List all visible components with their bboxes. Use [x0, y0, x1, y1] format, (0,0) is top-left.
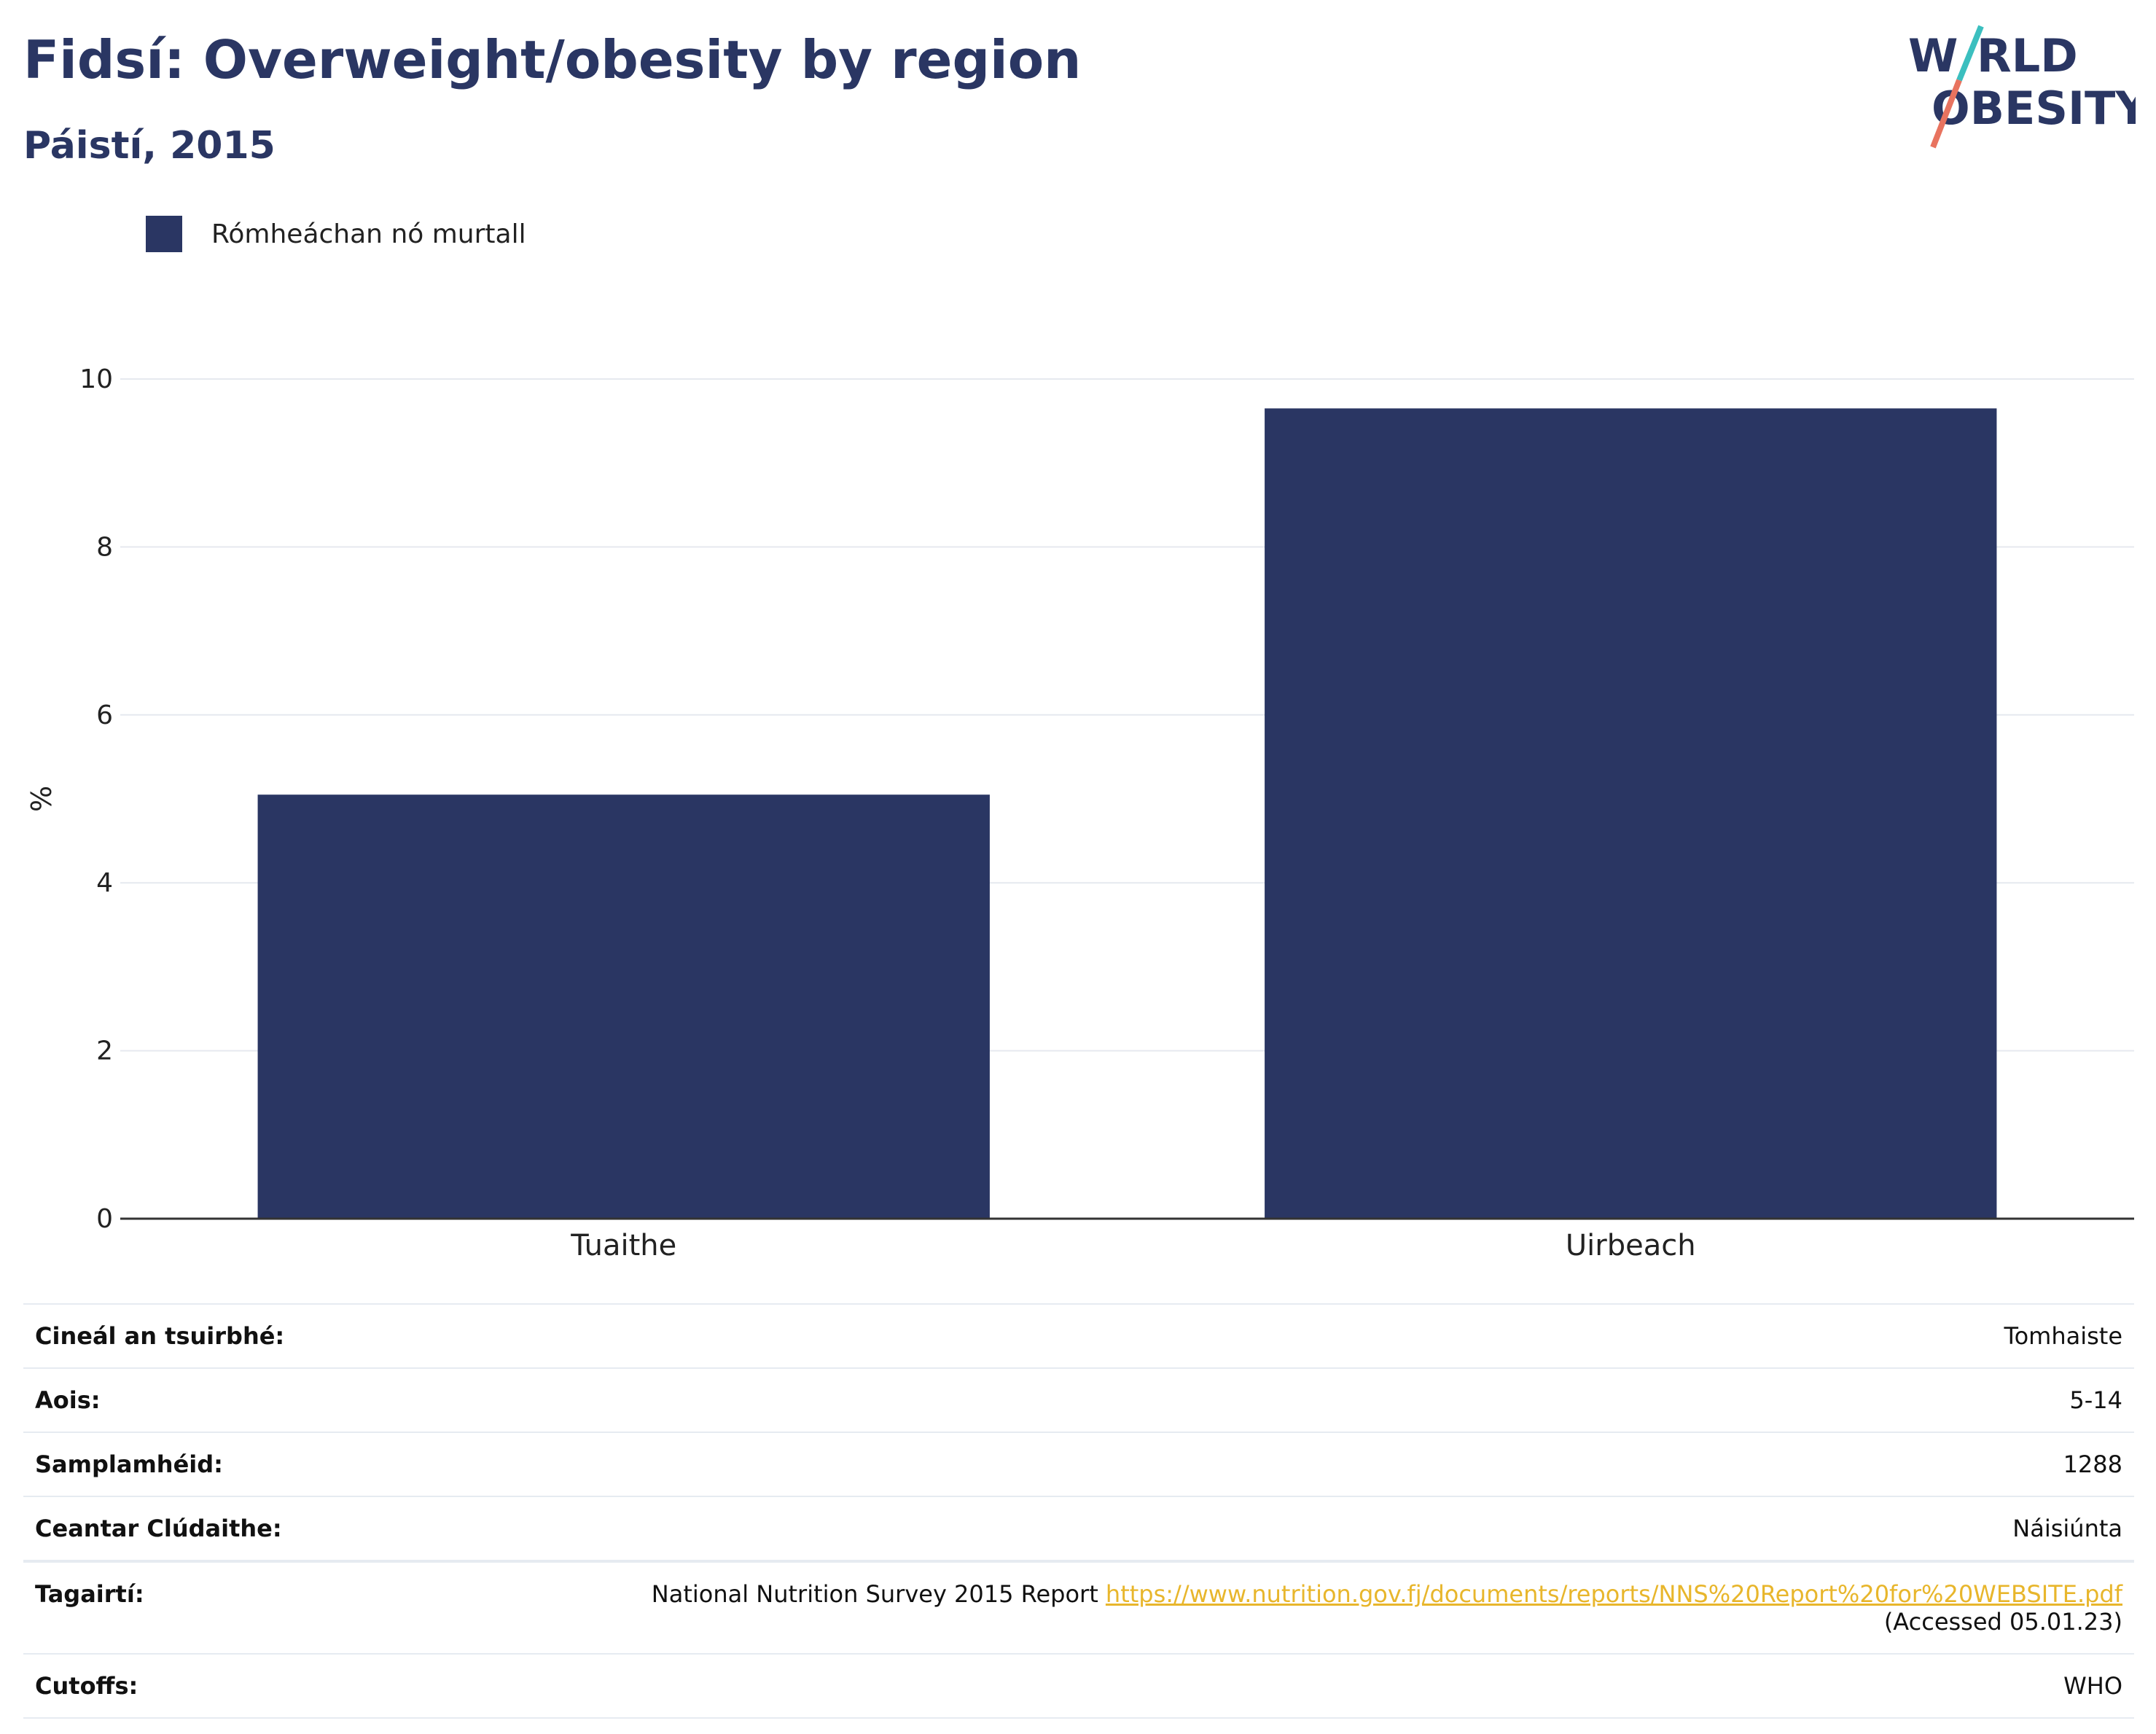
info-row-cutoffs: Cutoffs: WHO: [23, 1653, 2134, 1719]
reference-link[interactable]: https://www.nutrition.gov.fj/documents/r…: [1105, 1580, 2122, 1608]
svg-text:OBESITY: OBESITY: [1932, 82, 2136, 135]
info-key: Ceantar Clúdaithe:: [35, 1515, 282, 1542]
legend-label: Rómheáchan nó murtall: [211, 219, 526, 249]
info-value: 1288: [2063, 1450, 2122, 1478]
info-key: Aois:: [35, 1386, 101, 1414]
reference-accessed: (Accessed 05.01.23): [1883, 1608, 2122, 1636]
info-value: 5-14: [2069, 1386, 2122, 1414]
info-key: Samplamhéid:: [35, 1450, 223, 1478]
survey-info-table: Cineál an tsuirbhé: Tomhaiste Aois: 5-14 Sam…: [23, 1303, 2134, 1719]
info-key: Cutoffs:: [35, 1672, 138, 1700]
svg-text:RLD: RLD: [1977, 29, 2078, 82]
y-axis-label: %: [26, 786, 58, 812]
info-value: Tomhaiste: [2004, 1322, 2122, 1350]
bar: [1265, 408, 1997, 1219]
y-tick-label: 6: [96, 700, 113, 730]
info-key: Cineál an tsuirbhé:: [35, 1322, 285, 1350]
bar-chart: 0 2 4 6 8 10% Tuaithe Uirbeach: [26, 364, 2134, 1262]
x-tick-label: Tuaithe: [570, 1229, 676, 1262]
x-tick-label: Uirbeach: [1566, 1229, 1696, 1262]
chart-legend: Rómheáchan nó murtall: [146, 216, 526, 252]
info-row: Aois: 5-14: [23, 1367, 2134, 1432]
info-value: Náisiúnta: [2012, 1515, 2122, 1542]
y-tick-label: 0: [96, 1204, 113, 1234]
info-row: Cineál an tsuirbhé: Tomhaiste: [23, 1303, 2134, 1367]
page-title: Fidsí: Overweight/obesity by region: [23, 29, 1082, 90]
world-obesity-logo: W RLD OBESITY: [1908, 25, 2136, 149]
y-tick-label: 2: [96, 1036, 113, 1066]
y-tick-label: 4: [96, 868, 113, 898]
bar: [257, 794, 990, 1219]
y-tick-label: 10: [79, 364, 113, 394]
info-value: WHO: [2063, 1672, 2122, 1700]
reference-text: National Nutrition Survey 2015 Report: [651, 1580, 1106, 1608]
info-row: Samplamhéid: 1288: [23, 1432, 2134, 1496]
info-row-reference: Tagairtí: National Nutrition Survey 2015…: [23, 1561, 2134, 1653]
y-tick-label: 8: [96, 532, 113, 562]
info-row: Ceantar Clúdaithe: Náisiúnta: [23, 1496, 2134, 1561]
page-subtitle: Páistí, 2015: [23, 124, 276, 168]
svg-text:W: W: [1908, 29, 1958, 82]
info-value: National Nutrition Survey 2015 Report ht…: [652, 1580, 2122, 1636]
legend-swatch: [146, 216, 182, 252]
info-key: Tagairtí:: [35, 1580, 144, 1608]
